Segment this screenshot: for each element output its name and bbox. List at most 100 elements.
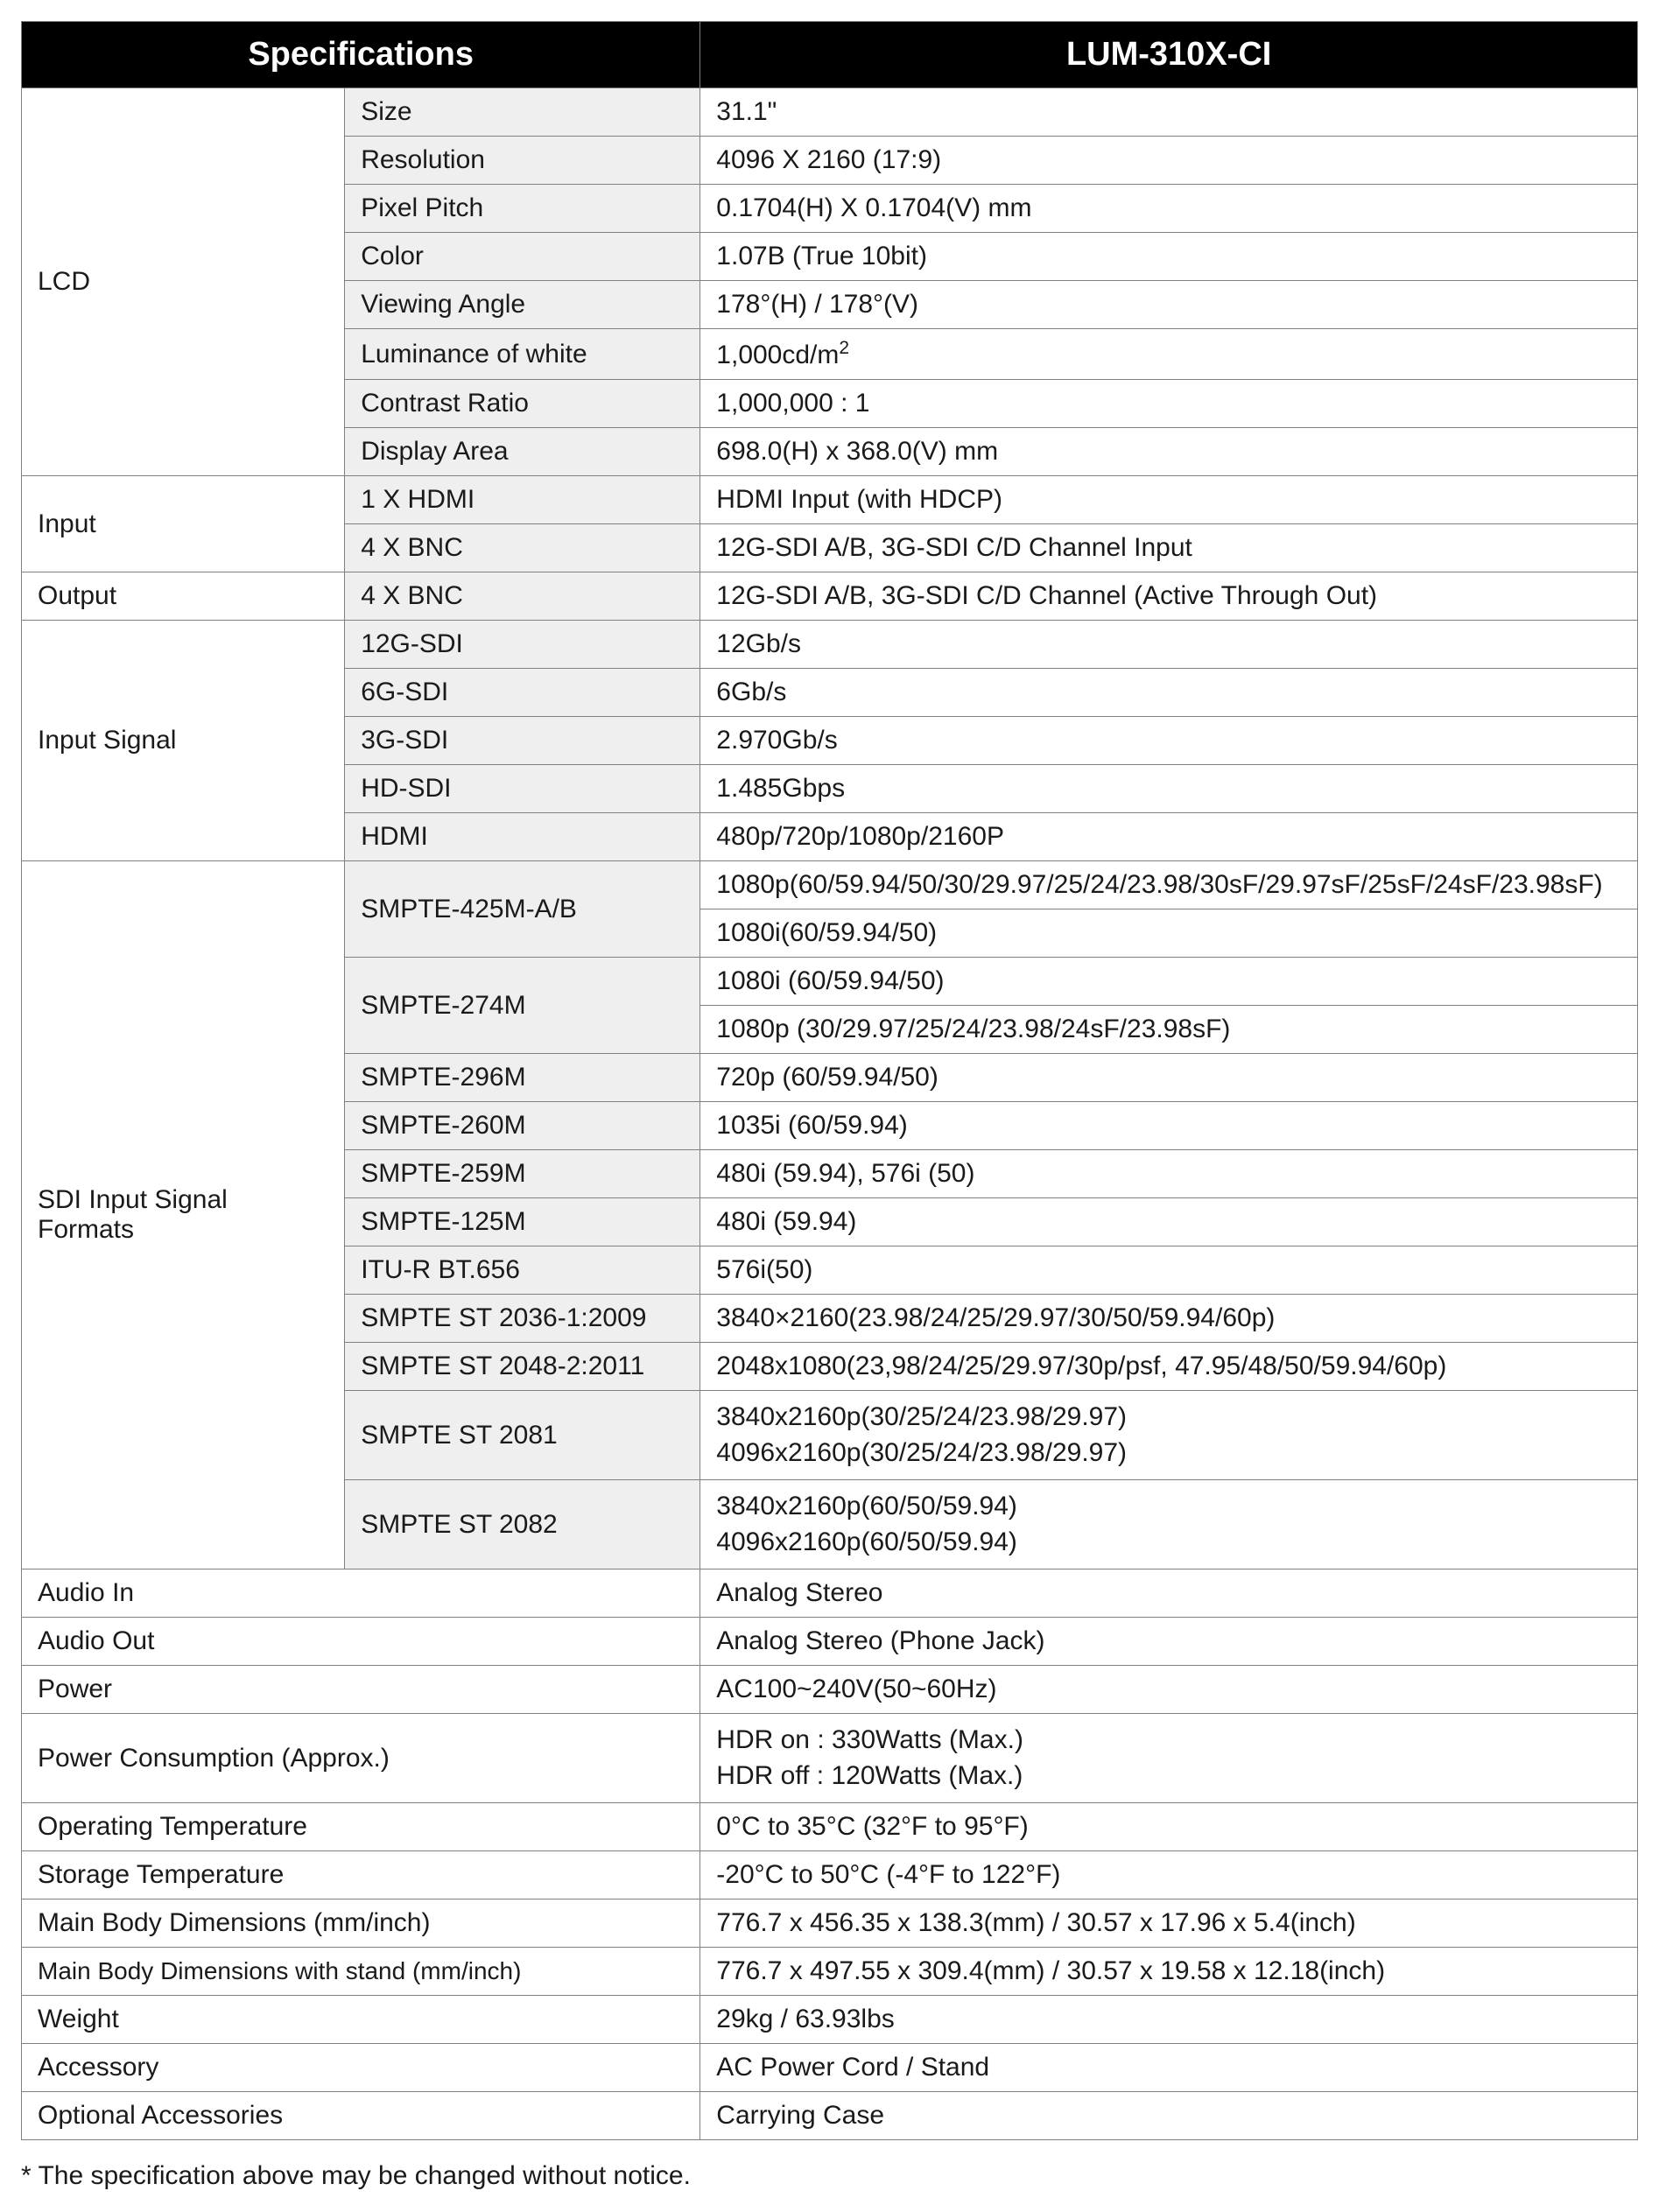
sub-label: Resolution (345, 137, 700, 185)
table-row: Operating Temperature 0°C to 35°C (32°F … (22, 1803, 1638, 1851)
spec-value: 480p/720p/1080p/2160P (700, 813, 1638, 861)
sub-label: SMPTE ST 2048-2:2011 (345, 1343, 700, 1391)
table-row: Input 1 X HDMI HDMI Input (with HDCP) (22, 476, 1638, 524)
spec-value: HDR on : 330Watts (Max.)HDR off : 120Wat… (700, 1714, 1638, 1803)
spec-value: 1,000cd/m2 (700, 329, 1638, 380)
sub-label: SMPTE ST 2082 (345, 1480, 700, 1569)
spec-value: 1080i (60/59.94/50) (700, 958, 1638, 1006)
category-lcd: LCD (22, 88, 345, 476)
category-storage-temp: Storage Temperature (22, 1851, 700, 1900)
spec-value: 776.7 x 497.55 x 309.4(mm) / 30.57 x 19.… (700, 1948, 1638, 1996)
table-body: LCD Size 31.1" Resolution 4096 X 2160 (1… (22, 88, 1638, 2140)
footnote: * The specification above may be changed… (21, 2161, 1638, 2191)
sub-label: HDMI (345, 813, 700, 861)
sub-label: SMPTE-296M (345, 1054, 700, 1102)
sub-label: 6G-SDI (345, 669, 700, 717)
table-row: Storage Temperature -20°C to 50°C (-4°F … (22, 1851, 1638, 1900)
sub-label: SMPTE-260M (345, 1102, 700, 1150)
sub-label: Pixel Pitch (345, 185, 700, 233)
spec-value: 12G-SDI A/B, 3G-SDI C/D Channel Input (700, 524, 1638, 572)
sub-label: Luminance of white (345, 329, 700, 380)
spec-value: 1.485Gbps (700, 765, 1638, 813)
spec-value: Analog Stereo (Phone Jack) (700, 1618, 1638, 1666)
sub-label: SMPTE-274M (345, 958, 700, 1054)
sub-label: Viewing Angle (345, 281, 700, 329)
table-row: Accessory AC Power Cord / Stand (22, 2044, 1638, 2092)
spec-value: 480i (59.94), 576i (50) (700, 1150, 1638, 1198)
category-accessory: Accessory (22, 2044, 700, 2092)
category-dimensions-stand: Main Body Dimensions with stand (mm/inch… (22, 1948, 700, 1996)
category-optional-accessories: Optional Accessories (22, 2092, 700, 2140)
spec-value: 1080i(60/59.94/50) (700, 909, 1638, 958)
spec-value: 0.1704(H) X 0.1704(V) mm (700, 185, 1638, 233)
spec-value: 2.970Gb/s (700, 717, 1638, 765)
table-row: Power AC100~240V(50~60Hz) (22, 1666, 1638, 1714)
spec-value: -20°C to 50°C (-4°F to 122°F) (700, 1851, 1638, 1900)
sub-label: SMPTE ST 2081 (345, 1391, 700, 1480)
spec-value: 1,000,000 : 1 (700, 380, 1638, 428)
spec-value: 31.1" (700, 88, 1638, 137)
sub-label: 12G-SDI (345, 621, 700, 669)
spec-value: 3840x2160p(60/50/59.94)4096x2160p(60/50/… (700, 1480, 1638, 1569)
table-header-row: Specifications LUM-310X-CI (22, 22, 1638, 88)
category-input-signal: Input Signal (22, 621, 345, 861)
spec-value: 6Gb/s (700, 669, 1638, 717)
sub-label: 1 X HDMI (345, 476, 700, 524)
spec-value: AC100~240V(50~60Hz) (700, 1666, 1638, 1714)
header-specifications: Specifications (22, 22, 700, 88)
spec-value: 178°(H) / 178°(V) (700, 281, 1638, 329)
category-output: Output (22, 572, 345, 621)
category-sdi-formats: SDI Input Signal Formats (22, 861, 345, 1569)
category-operating-temp: Operating Temperature (22, 1803, 700, 1851)
table-row: Main Body Dimensions with stand (mm/inch… (22, 1948, 1638, 1996)
table-row: Audio Out Analog Stereo (Phone Jack) (22, 1618, 1638, 1666)
sub-label: 4 X BNC (345, 524, 700, 572)
sub-label: Contrast Ratio (345, 380, 700, 428)
spec-value: Carrying Case (700, 2092, 1638, 2140)
spec-value: 1080p(60/59.94/50/30/29.97/25/24/23.98/3… (700, 861, 1638, 909)
spec-value: 480i (59.94) (700, 1198, 1638, 1246)
category-audio-in: Audio In (22, 1569, 700, 1618)
category-power-consumption: Power Consumption (Approx.) (22, 1714, 700, 1803)
category-input: Input (22, 476, 345, 572)
sub-label: Size (345, 88, 700, 137)
sub-label: Color (345, 233, 700, 281)
table-row: LCD Size 31.1" (22, 88, 1638, 137)
table-row: SDI Input Signal Formats SMPTE-425M-A/B … (22, 861, 1638, 909)
spec-table: Specifications LUM-310X-CI LCD Size 31.1… (21, 21, 1638, 2140)
table-row: Optional Accessories Carrying Case (22, 2092, 1638, 2140)
spec-value: 720p (60/59.94/50) (700, 1054, 1638, 1102)
spec-value: 29kg / 63.93lbs (700, 1996, 1638, 2044)
spec-value: HDMI Input (with HDCP) (700, 476, 1638, 524)
spec-value: 4096 X 2160 (17:9) (700, 137, 1638, 185)
sub-label: 4 X BNC (345, 572, 700, 621)
spec-value: 12Gb/s (700, 621, 1638, 669)
spec-value: 1.07B (True 10bit) (700, 233, 1638, 281)
sub-label: SMPTE-125M (345, 1198, 700, 1246)
table-row: Weight 29kg / 63.93lbs (22, 1996, 1638, 2044)
sub-label: SMPTE ST 2036-1:2009 (345, 1295, 700, 1343)
category-dimensions: Main Body Dimensions (mm/inch) (22, 1900, 700, 1948)
spec-value: 2048x1080(23,98/24/25/29.97/30p/psf, 47.… (700, 1343, 1638, 1391)
table-row: Output 4 X BNC 12G-SDI A/B, 3G-SDI C/D C… (22, 572, 1638, 621)
category-weight: Weight (22, 1996, 700, 2044)
spec-value: Analog Stereo (700, 1569, 1638, 1618)
header-model: LUM-310X-CI (700, 22, 1638, 88)
spec-value: 12G-SDI A/B, 3G-SDI C/D Channel (Active … (700, 572, 1638, 621)
spec-value: 576i(50) (700, 1246, 1638, 1295)
spec-value: 3840x2160p(30/25/24/23.98/29.97)4096x216… (700, 1391, 1638, 1480)
table-row: Power Consumption (Approx.) HDR on : 330… (22, 1714, 1638, 1803)
sub-label: SMPTE-259M (345, 1150, 700, 1198)
sub-label: Display Area (345, 428, 700, 476)
category-power: Power (22, 1666, 700, 1714)
spec-value: 3840×2160(23.98/24/25/29.97/30/50/59.94/… (700, 1295, 1638, 1343)
spec-value: 698.0(H) x 368.0(V) mm (700, 428, 1638, 476)
table-row: Input Signal 12G-SDI 12Gb/s (22, 621, 1638, 669)
sub-label: HD-SDI (345, 765, 700, 813)
spec-value: 1080p (30/29.97/25/24/23.98/24sF/23.98sF… (700, 1006, 1638, 1054)
table-row: Audio In Analog Stereo (22, 1569, 1638, 1618)
spec-value: AC Power Cord / Stand (700, 2044, 1638, 2092)
sub-label: SMPTE-425M-A/B (345, 861, 700, 958)
spec-value: 1035i (60/59.94) (700, 1102, 1638, 1150)
spec-value: 0°C to 35°C (32°F to 95°F) (700, 1803, 1638, 1851)
